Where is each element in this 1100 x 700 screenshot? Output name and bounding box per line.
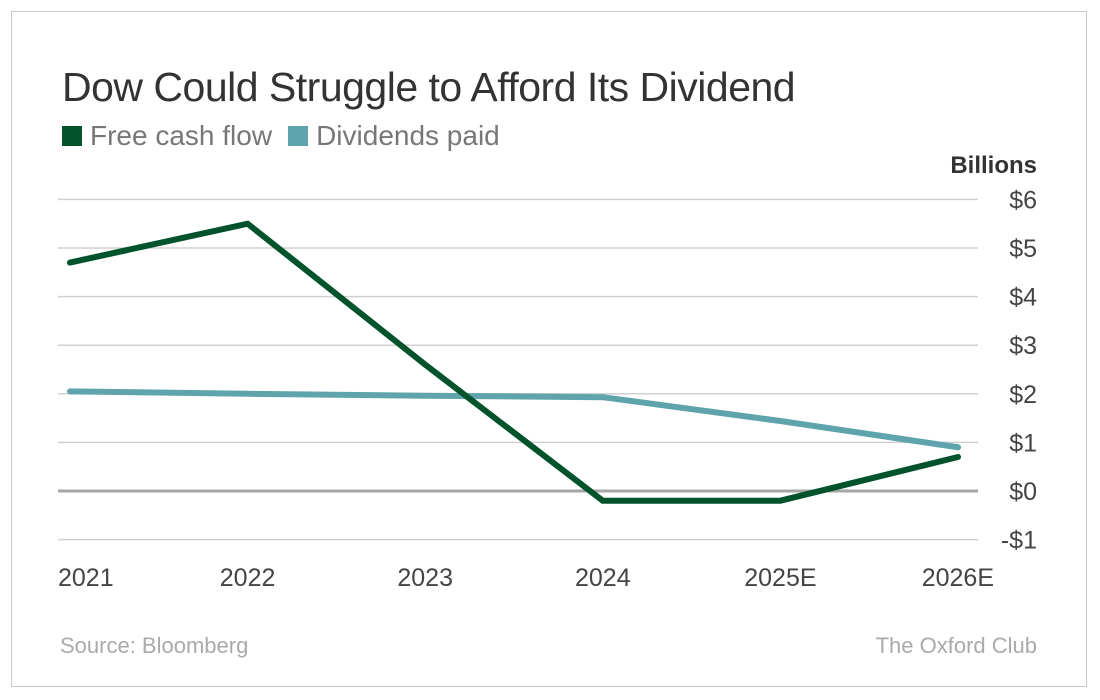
y-tick-label: $2 [1009, 381, 1037, 409]
legend-label: Free cash flow [90, 120, 273, 151]
chart-card [11, 11, 1087, 687]
legend-item-free-cash-flow: Free cash flow [62, 120, 272, 152]
x-tick-label: 2022 [220, 564, 276, 592]
brand-credit: The Oxford Club [875, 633, 1037, 658]
y-axis-label: Billions [950, 152, 1037, 179]
legend: Free cash flow Dividends paid [62, 120, 516, 152]
x-tick-label: 2021 [58, 564, 114, 592]
x-tick-label: 2025E [744, 564, 816, 592]
x-tick-label: 2023 [397, 564, 453, 592]
chart-title: Dow Could Struggle to Afford Its Dividen… [62, 64, 796, 110]
y-tick-label: -$1 [1001, 527, 1037, 555]
source-note: Source: Bloomberg [60, 633, 249, 658]
legend-swatch [288, 126, 309, 146]
legend-item-dividends-paid: Dividends paid [288, 120, 500, 152]
x-tick-label: 2026E [922, 564, 994, 592]
legend-label: Dividends paid [316, 120, 500, 151]
series-line-free-cash-flow [67, 220, 961, 504]
x-tick-label: 2024 [575, 564, 631, 592]
y-tick-label: $6 [1009, 186, 1037, 214]
legend-swatch [62, 126, 82, 146]
y-tick-label: $0 [1009, 478, 1037, 506]
y-tick-label: $1 [1009, 429, 1037, 457]
series-line-dividends-paid [67, 388, 961, 451]
y-tick-label: $5 [1009, 235, 1037, 263]
y-tick-label: $3 [1009, 332, 1037, 360]
y-tick-label: $4 [1009, 284, 1037, 312]
